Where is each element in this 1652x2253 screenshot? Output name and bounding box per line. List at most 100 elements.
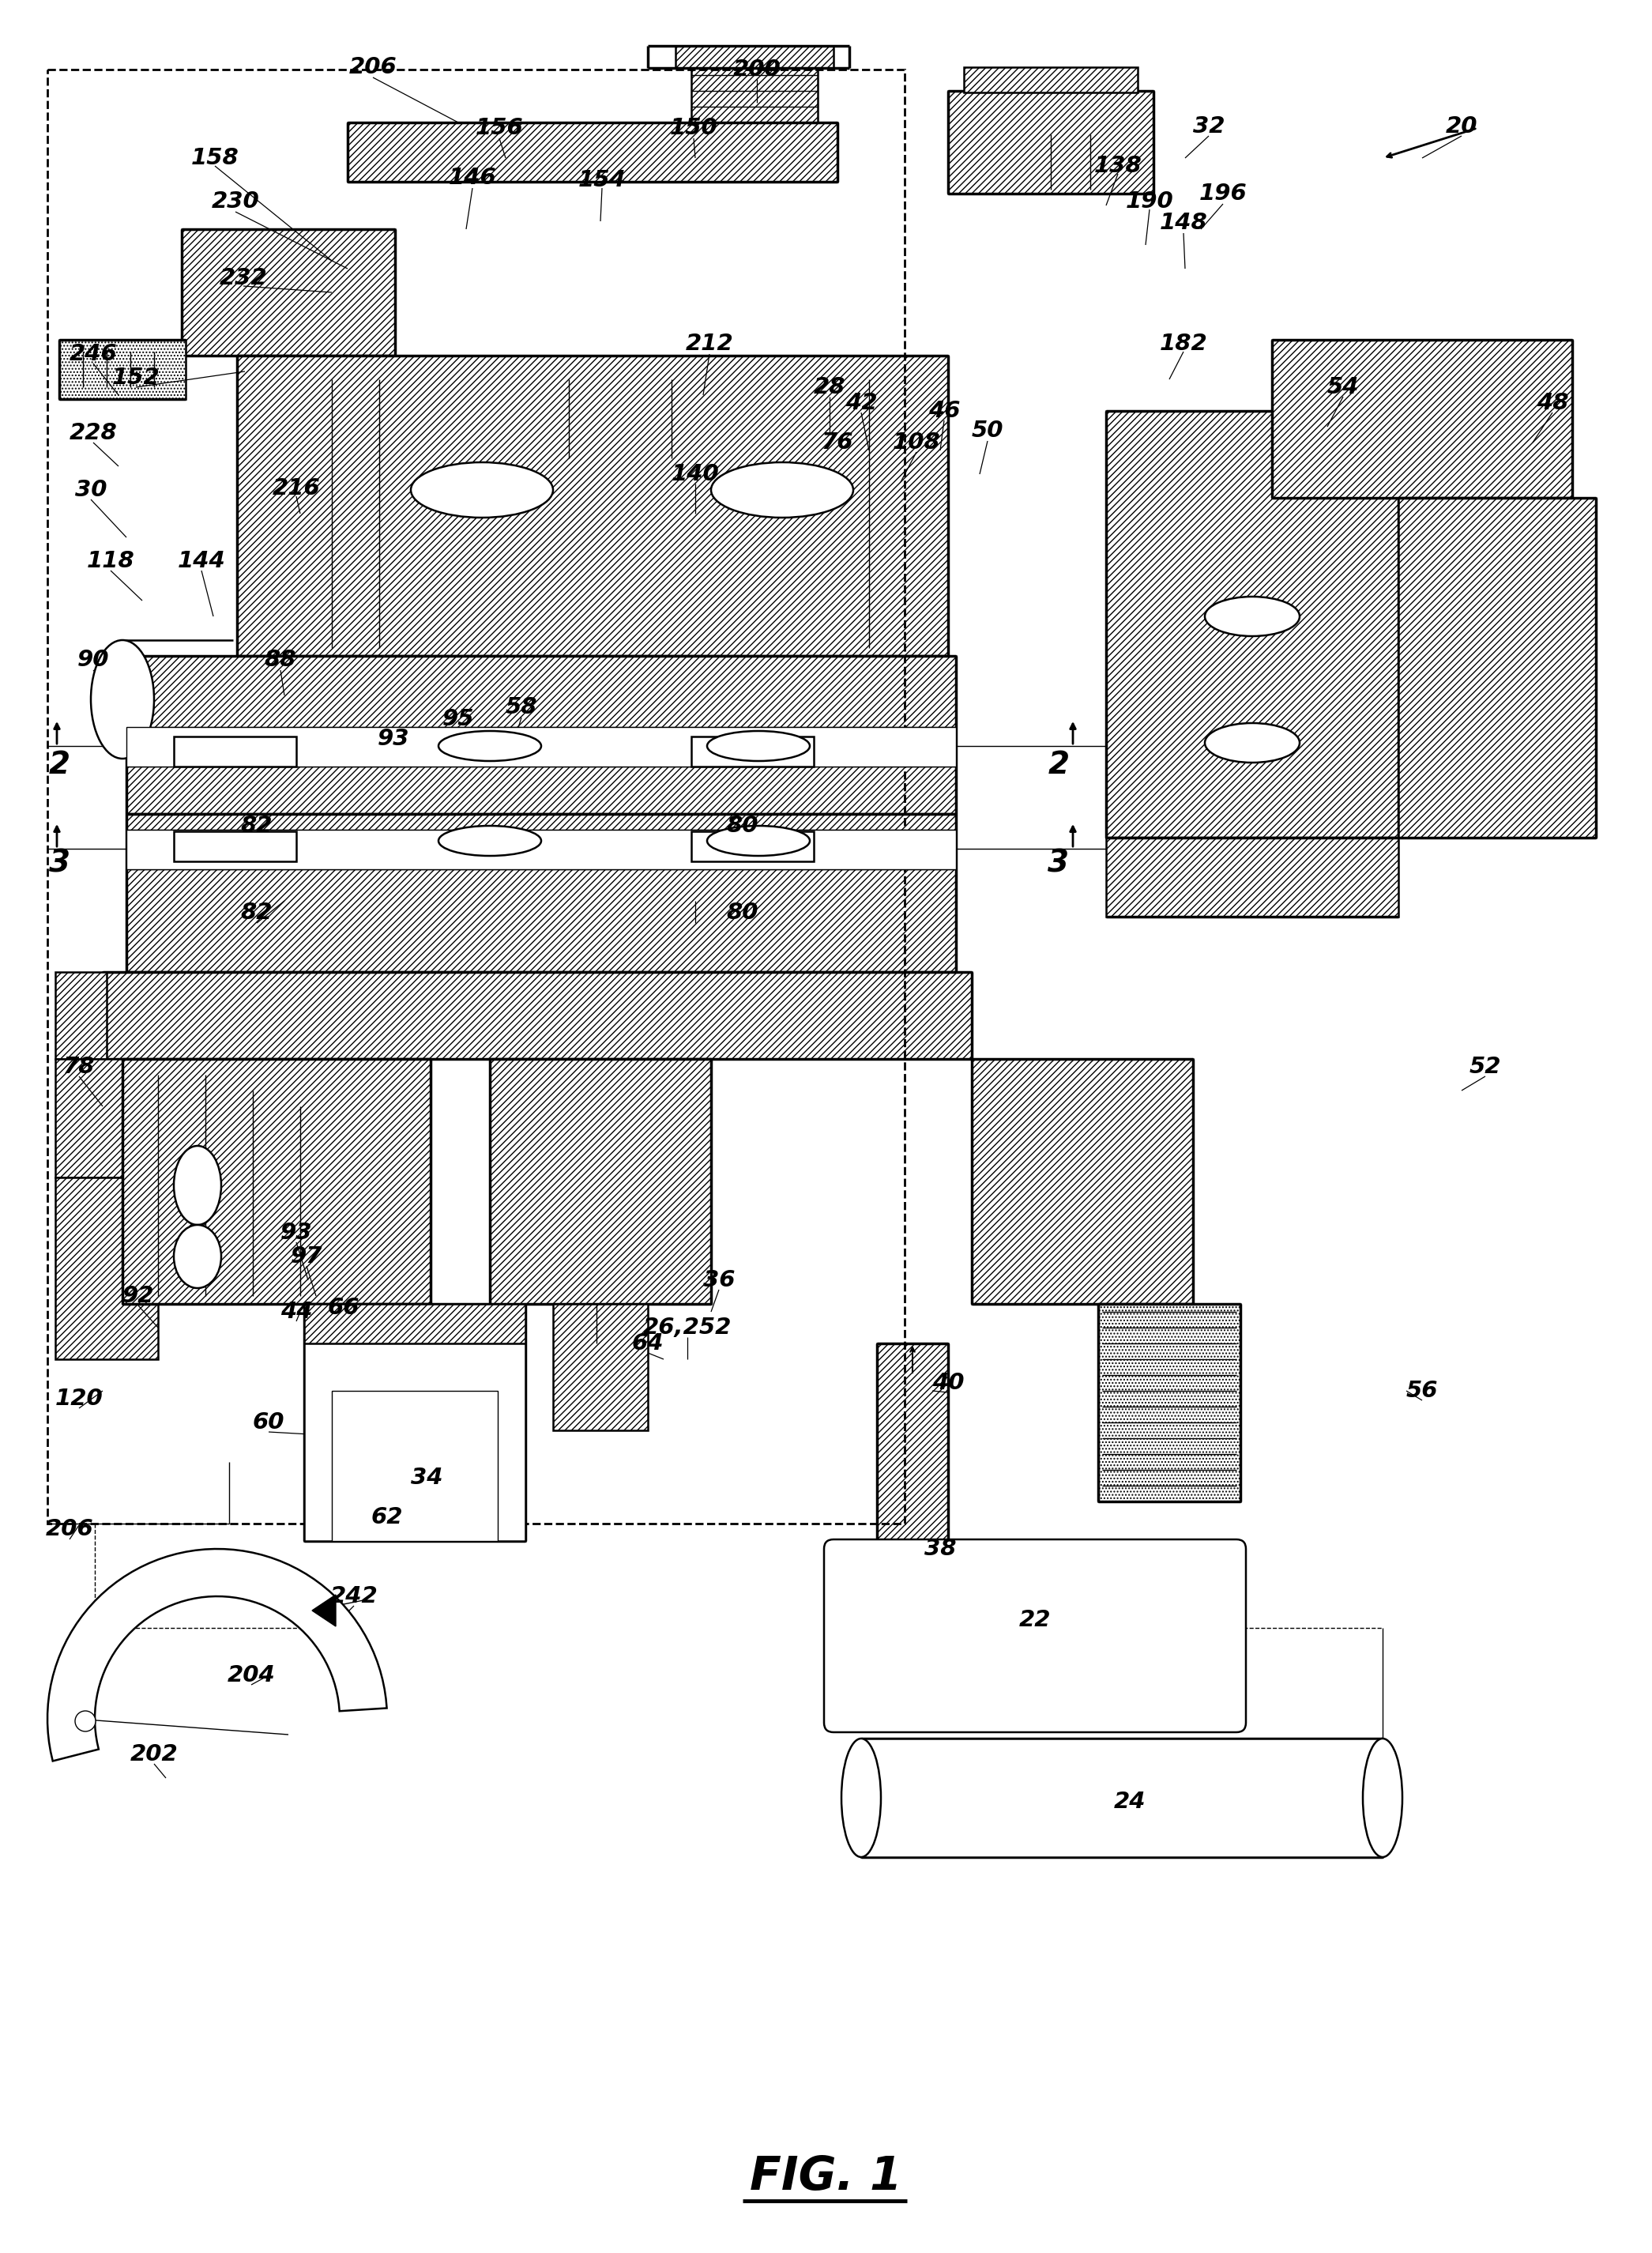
- Text: 78: 78: [63, 1057, 96, 1077]
- Bar: [861, 1739, 1383, 1856]
- Text: 2: 2: [48, 750, 69, 780]
- Text: 36: 36: [704, 1268, 735, 1291]
- Text: FIG. 1: FIG. 1: [750, 2154, 902, 2199]
- Bar: [1272, 340, 1573, 498]
- Text: 120: 120: [55, 1388, 102, 1410]
- Polygon shape: [48, 1548, 387, 1762]
- Bar: [304, 1304, 525, 1541]
- Text: 40: 40: [932, 1372, 965, 1395]
- Text: 82: 82: [241, 816, 273, 836]
- Text: 64: 64: [631, 1332, 664, 1354]
- Text: 196: 196: [1199, 182, 1247, 205]
- Bar: [691, 68, 818, 155]
- Bar: [347, 122, 838, 182]
- Text: 138: 138: [1094, 155, 1142, 178]
- Text: 90: 90: [78, 649, 109, 671]
- Text: 22: 22: [1019, 1609, 1051, 1631]
- Text: 206: 206: [46, 1519, 94, 1541]
- Text: 118: 118: [86, 550, 134, 572]
- Bar: [948, 90, 1153, 194]
- Text: 232: 232: [220, 268, 268, 288]
- Text: 230: 230: [211, 192, 259, 212]
- Bar: [1099, 1304, 1241, 1500]
- Text: 108: 108: [892, 433, 940, 453]
- Ellipse shape: [1204, 723, 1300, 762]
- Text: 158: 158: [192, 146, 240, 169]
- Text: 93: 93: [377, 728, 410, 750]
- Text: 32: 32: [1193, 115, 1224, 137]
- Bar: [691, 831, 814, 861]
- Ellipse shape: [710, 462, 852, 518]
- Ellipse shape: [411, 462, 553, 518]
- Bar: [55, 1178, 159, 1359]
- Bar: [676, 45, 834, 68]
- Bar: [182, 230, 395, 356]
- Text: 34: 34: [411, 1467, 443, 1489]
- Text: 216: 216: [273, 478, 320, 500]
- Bar: [127, 656, 957, 813]
- Text: 148: 148: [1160, 212, 1208, 234]
- Text: 66: 66: [327, 1298, 360, 1318]
- Bar: [877, 1343, 948, 1541]
- Text: 156: 156: [476, 117, 524, 140]
- Text: 92: 92: [122, 1284, 154, 1307]
- Ellipse shape: [173, 1226, 221, 1289]
- Text: 212: 212: [686, 333, 733, 354]
- FancyBboxPatch shape: [824, 1539, 1246, 1733]
- Bar: [127, 829, 957, 870]
- Text: 46: 46: [928, 399, 960, 421]
- Bar: [1107, 410, 1398, 838]
- Text: 80: 80: [727, 816, 758, 836]
- Text: 200: 200: [733, 59, 781, 81]
- Text: 52: 52: [1469, 1057, 1502, 1077]
- Ellipse shape: [841, 1739, 881, 1856]
- Ellipse shape: [173, 1147, 221, 1226]
- Text: 80: 80: [727, 901, 758, 924]
- Bar: [963, 68, 1138, 92]
- Text: 42: 42: [846, 392, 877, 415]
- Bar: [332, 1390, 497, 1541]
- Bar: [122, 1059, 431, 1304]
- Bar: [971, 1059, 1193, 1304]
- Text: 26,252: 26,252: [643, 1316, 732, 1338]
- Text: 95: 95: [443, 707, 474, 730]
- Text: 44: 44: [281, 1300, 312, 1323]
- Text: 190: 190: [1125, 192, 1173, 212]
- Text: 202: 202: [131, 1744, 178, 1766]
- Text: 204: 204: [228, 1665, 276, 1687]
- Text: 60: 60: [253, 1410, 284, 1433]
- Bar: [236, 356, 948, 656]
- Text: 58: 58: [506, 696, 537, 719]
- Text: 54: 54: [1327, 376, 1360, 399]
- Text: 30: 30: [74, 480, 107, 500]
- Text: 246: 246: [69, 342, 117, 365]
- Bar: [102, 971, 971, 1059]
- Text: 144: 144: [177, 550, 225, 572]
- Text: 206: 206: [349, 56, 396, 79]
- Text: 38: 38: [923, 1539, 957, 1559]
- Bar: [491, 1059, 710, 1304]
- Text: 3: 3: [1047, 847, 1069, 879]
- Text: 2: 2: [1047, 750, 1069, 780]
- Ellipse shape: [438, 730, 542, 762]
- Text: 152: 152: [112, 367, 160, 390]
- Text: 88: 88: [264, 649, 296, 671]
- Text: 228: 228: [69, 421, 117, 444]
- Text: 56: 56: [1406, 1379, 1439, 1401]
- Text: 48: 48: [1536, 392, 1568, 415]
- Ellipse shape: [438, 827, 542, 856]
- Bar: [691, 737, 814, 766]
- Text: 28: 28: [813, 376, 846, 399]
- Text: 97: 97: [291, 1246, 322, 1268]
- Text: 24: 24: [1113, 1791, 1146, 1814]
- Ellipse shape: [91, 640, 154, 759]
- Bar: [1398, 498, 1596, 838]
- Text: 93: 93: [281, 1221, 312, 1244]
- Ellipse shape: [1204, 597, 1300, 635]
- Text: 50: 50: [971, 419, 1003, 442]
- Bar: [553, 1304, 648, 1431]
- Text: 242: 242: [330, 1586, 378, 1606]
- Text: 62: 62: [372, 1507, 403, 1528]
- Bar: [173, 831, 296, 861]
- Bar: [48, 70, 905, 1523]
